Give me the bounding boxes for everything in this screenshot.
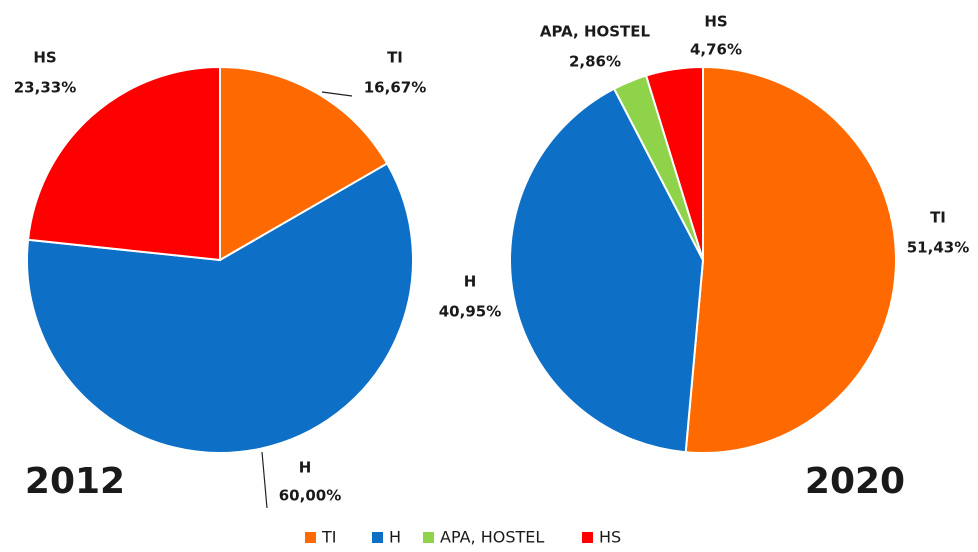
slice-value-label: 40,95% (439, 303, 501, 321)
slice-category: H (299, 459, 312, 477)
pie-slice (26, 65, 221, 262)
slice-value-label: 51,43% (907, 239, 969, 257)
pie-slice (509, 87, 705, 454)
leader-line (321, 91, 353, 97)
slice-value-label: 4,76% (690, 41, 742, 59)
legend-swatch (423, 532, 434, 543)
leader-line (261, 451, 268, 509)
slice-value-label: 23,33% (14, 79, 76, 97)
legend-label: TI (321, 528, 337, 547)
slice-category: H (464, 273, 477, 291)
slice-category: TI (930, 209, 946, 227)
chart-title: 2020 (805, 461, 905, 502)
legend-swatch (305, 532, 316, 543)
slice-category: HS (704, 13, 727, 31)
legend-label: HS (599, 528, 621, 547)
pie-slice (219, 65, 389, 262)
chart-title: 2012 (25, 461, 125, 502)
legend-swatch (372, 532, 383, 543)
pie-slice (26, 162, 414, 454)
legend-label: APA, HOSTEL (440, 528, 544, 547)
slice-value-label: 2,86% (569, 53, 621, 71)
legend-swatch (582, 532, 593, 543)
slice-value-label: 60,00% (279, 487, 341, 505)
slice-value-label: 16,67% (364, 79, 426, 97)
slice-category: HS (33, 49, 56, 67)
pie-slice (644, 65, 704, 261)
slice-category: TI (387, 49, 403, 67)
pie-slice (684, 65, 897, 454)
legend-label: H (389, 528, 401, 547)
slice-category: APA, HOSTEL (540, 23, 651, 41)
